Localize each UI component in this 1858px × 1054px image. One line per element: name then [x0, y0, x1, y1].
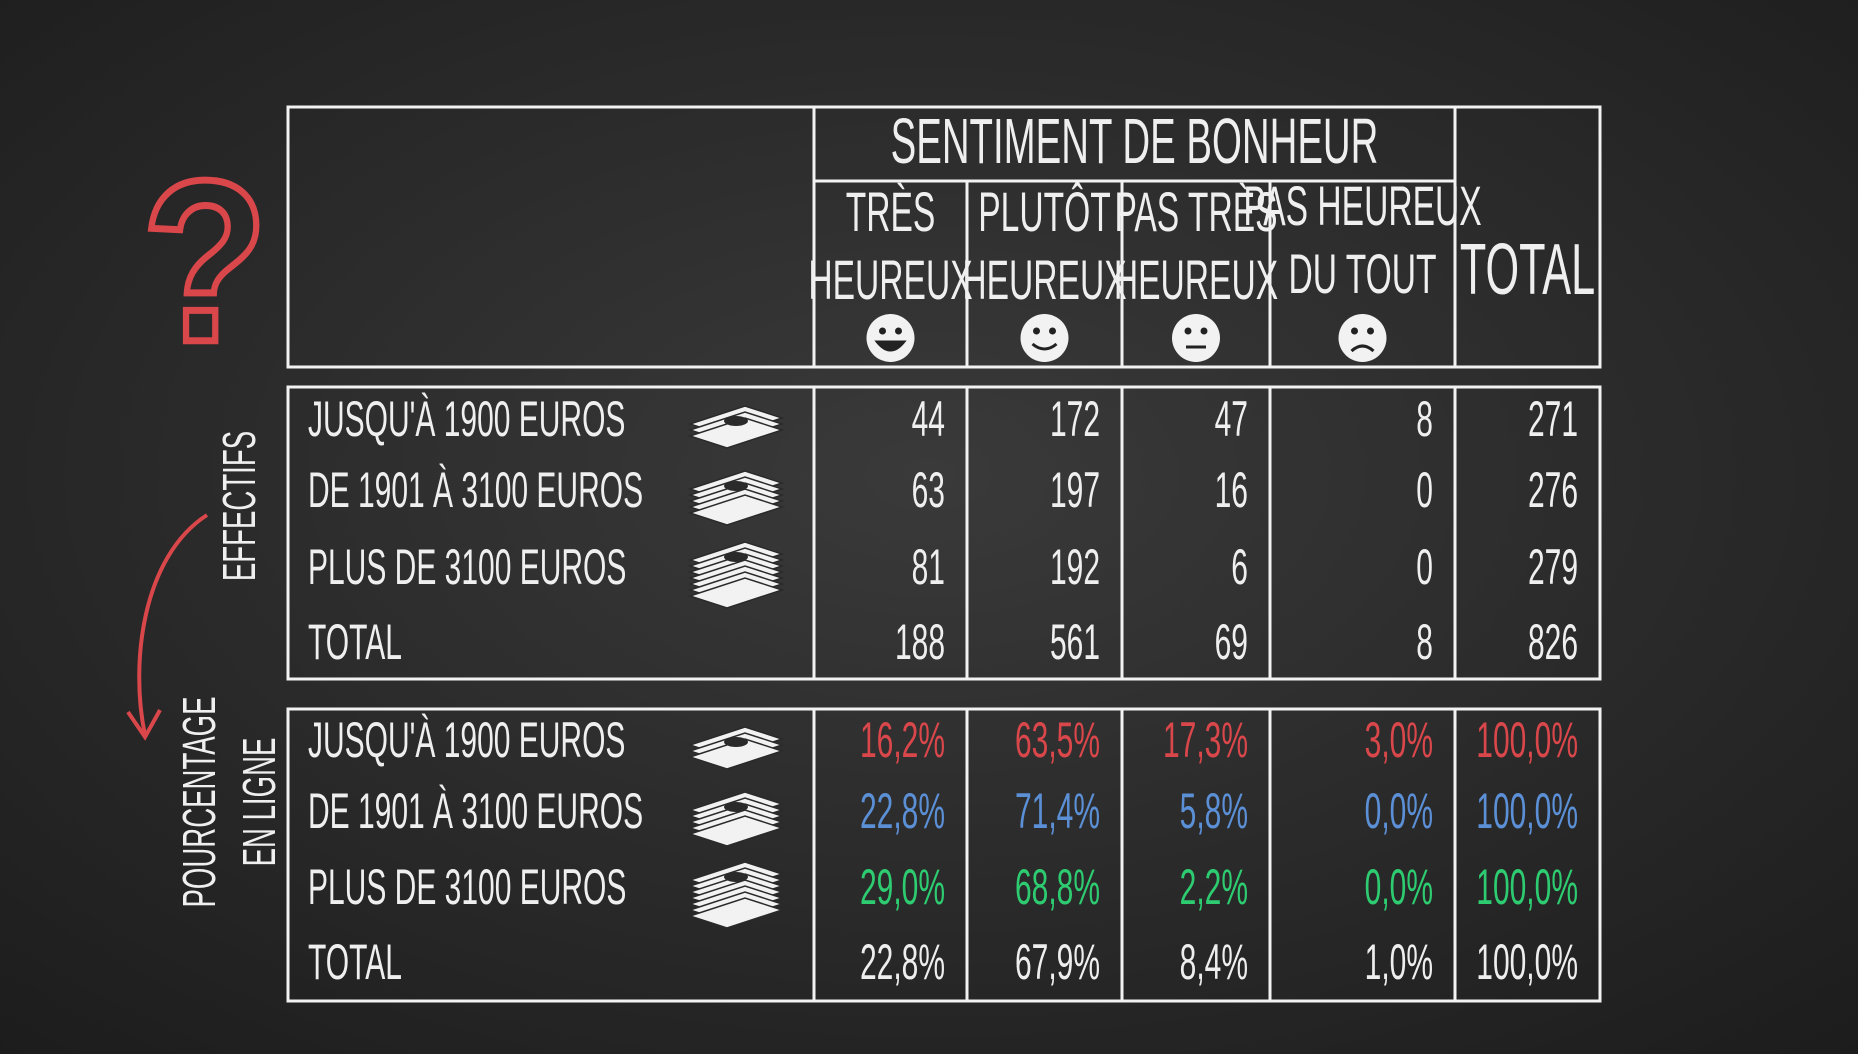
- smiley-mouth: [1350, 344, 1375, 353]
- cell: 29,0%: [860, 859, 945, 915]
- smiley-eye: [1049, 327, 1056, 335]
- cell: 0: [1416, 462, 1433, 518]
- cell: 63,5%: [1015, 712, 1100, 768]
- smiley-eye: [1184, 327, 1192, 335]
- cell: 22,8%: [860, 934, 945, 990]
- cell: 188: [895, 614, 945, 670]
- money-mark: [724, 802, 748, 812]
- cell: 0: [1416, 539, 1433, 595]
- section-label: POURCENTAGE: [175, 696, 226, 907]
- money-mark: [724, 481, 748, 491]
- column-header: PAS HEUREUX: [1243, 174, 1481, 237]
- question-mark: ?: [142, 134, 268, 390]
- cell: 71,4%: [1015, 783, 1100, 839]
- cell: 0,0%: [1365, 859, 1433, 915]
- column-header: PLUTÔT: [978, 180, 1110, 243]
- smiley-eye: [1351, 327, 1358, 335]
- smiley: [1338, 314, 1387, 362]
- cell: 67,9%: [1015, 934, 1100, 990]
- cell: 197: [1050, 462, 1100, 518]
- section-label: EFFECTIFS: [215, 431, 266, 581]
- header-box: [286, 105, 1602, 369]
- row-label: JUSQU'À 1900 EUROS: [308, 712, 625, 768]
- cell: 271: [1528, 391, 1578, 447]
- smiley-eye: [879, 327, 886, 335]
- smiley-eye: [895, 327, 902, 335]
- cell: 63: [912, 462, 945, 518]
- money-bill: [687, 897, 785, 929]
- column-header: DU TOUT: [1288, 242, 1436, 305]
- smiley: [1172, 314, 1220, 362]
- column-header: TRÈS: [846, 180, 936, 243]
- section-box: [286, 707, 1602, 1003]
- column-header: HEUREUX: [962, 248, 1126, 311]
- cell: 16,2%: [860, 712, 945, 768]
- column-header: HEUREUX: [808, 248, 972, 311]
- smiley-eye: [1200, 327, 1208, 335]
- cell: 68,8%: [1015, 859, 1100, 915]
- cell: 17,3%: [1163, 712, 1248, 768]
- smiley-eye: [1033, 327, 1040, 335]
- cell: 44: [912, 391, 945, 447]
- cell: 276: [1528, 462, 1578, 518]
- cell: 8,4%: [1180, 934, 1248, 990]
- cell: 2,2%: [1180, 859, 1248, 915]
- cell: 826: [1528, 614, 1578, 670]
- cell: 81: [912, 539, 945, 595]
- row-label: JUSQU'À 1900 EUROS: [308, 391, 625, 447]
- money-mark: [724, 872, 748, 882]
- cell: 100,0%: [1476, 934, 1578, 990]
- money-mark: [724, 737, 748, 747]
- money-bill: [687, 494, 785, 526]
- column-header: PAS TRÈS: [1114, 180, 1277, 243]
- column-header: TOTAL: [1460, 229, 1595, 310]
- cell: 16: [1215, 462, 1248, 518]
- cell: 172: [1050, 391, 1100, 447]
- row-label: DE 1901 À 3100 EUROS: [308, 462, 643, 518]
- cell: 1,0%: [1365, 934, 1433, 990]
- cell: 8: [1416, 614, 1433, 670]
- cell: 100,0%: [1476, 859, 1578, 915]
- cell: 8: [1416, 391, 1433, 447]
- money-bill: [687, 815, 785, 847]
- smiley-mouth: [874, 340, 907, 352]
- money-bill: [687, 577, 785, 609]
- header-title: SENTIMENT DE BONHEUR: [891, 106, 1379, 178]
- column-header: HEUREUX: [1114, 248, 1278, 311]
- row-label: TOTAL: [308, 934, 402, 990]
- row-label: PLUS DE 3100 EUROS: [308, 539, 626, 595]
- money-mark: [724, 552, 748, 562]
- row-label: TOTAL: [308, 614, 402, 670]
- cell: 47: [1215, 391, 1248, 447]
- smiley-mouth: [1031, 342, 1058, 351]
- arrow-head: [126, 709, 162, 741]
- cell: 69: [1215, 614, 1248, 670]
- section-box: [286, 385, 1602, 681]
- smiley: [1020, 314, 1069, 362]
- money-mark: [724, 416, 748, 426]
- smiley: [866, 314, 915, 362]
- cell: 561: [1050, 614, 1100, 670]
- table: ? SENTIMENT DE BONHEURTRÈSHEUREUXPLUTÔTHE…: [138, 105, 1602, 1003]
- cell: 22,8%: [860, 783, 945, 839]
- cell: 3,0%: [1365, 712, 1433, 768]
- row-label: DE 1901 À 3100 EUROS: [308, 783, 643, 839]
- cell: 100,0%: [1476, 712, 1578, 768]
- arrow: [137, 513, 209, 736]
- row-label: PLUS DE 3100 EUROS: [308, 859, 626, 915]
- cell: 100,0%: [1476, 783, 1578, 839]
- cell: 5,8%: [1180, 783, 1248, 839]
- cell: 279: [1528, 539, 1578, 595]
- cell: 0,0%: [1365, 783, 1433, 839]
- cell: 6: [1231, 539, 1248, 595]
- section-label: EN LIGNE: [235, 738, 286, 867]
- cell: 192: [1050, 539, 1100, 595]
- smiley-eye: [1367, 327, 1374, 335]
